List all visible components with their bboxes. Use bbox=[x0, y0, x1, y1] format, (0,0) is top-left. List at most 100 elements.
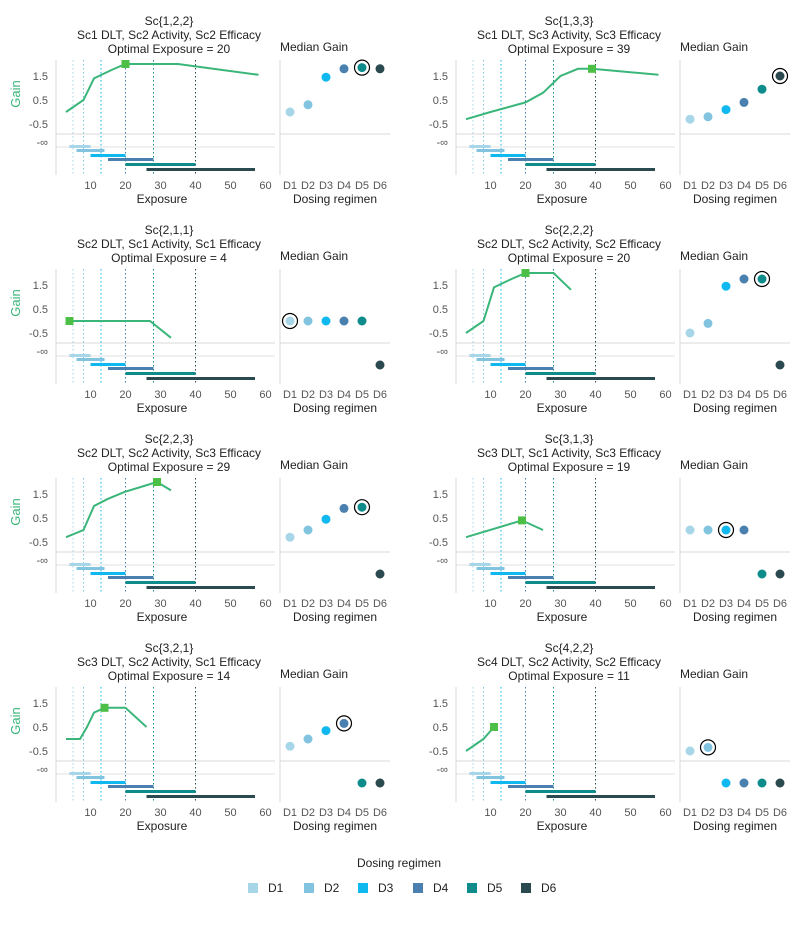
p5-x-tick-label: 50 bbox=[224, 598, 236, 610]
p5-median-dot-d4 bbox=[339, 503, 349, 513]
p7-neg-inf-label: -∞ bbox=[36, 764, 48, 776]
legend-label-d6: D6 bbox=[541, 881, 557, 895]
p2-regimen-tick-label: D6 bbox=[773, 180, 787, 192]
p4-median-dot-d1 bbox=[685, 328, 695, 338]
legend-swatch-d5 bbox=[467, 883, 477, 893]
p6-regimen-tick-label: D6 bbox=[773, 598, 787, 610]
p2-median-dot-d6 bbox=[775, 71, 785, 81]
p4-exposure-bar-d2 bbox=[476, 358, 505, 361]
p2-y-tick-label: -0.5 bbox=[429, 119, 448, 131]
p1-regimen-tick-label: D4 bbox=[337, 180, 351, 192]
p2-x-tick-label: 60 bbox=[659, 180, 671, 192]
p8-exposure-bar-d3 bbox=[490, 781, 526, 784]
p7-x-axis-title: Exposure bbox=[137, 819, 188, 833]
p5-regimen-tick-label: D1 bbox=[283, 598, 297, 610]
p2-median-dot-d5 bbox=[757, 84, 767, 94]
p4-neg-inf-label: -∞ bbox=[436, 346, 448, 358]
p2-median-dot-d1 bbox=[685, 114, 695, 124]
legend-swatch-d3 bbox=[358, 883, 368, 893]
p7-subtitle: Sc3 DLT, Sc2 Activity, Sc1 Efficacy bbox=[77, 655, 261, 669]
p8-median-dot-d4 bbox=[739, 778, 749, 788]
p5-gain-axis-title: Gain bbox=[8, 498, 23, 525]
p5-regimen-tick-label: D4 bbox=[337, 598, 351, 610]
p8-median-gain-title: Median Gain bbox=[680, 667, 748, 681]
p8-y-tick-label: -0.5 bbox=[429, 746, 448, 758]
p4-subtitle: Sc2 DLT, Sc2 Activity, Sc2 Efficacy bbox=[477, 237, 661, 251]
p4-median-dot-d3 bbox=[721, 281, 731, 291]
legend-swatch-d2 bbox=[304, 883, 314, 893]
p7-y-tick-label: 0.5 bbox=[33, 722, 48, 734]
p6-x-tick-label: 50 bbox=[624, 598, 636, 610]
p8-regimen-tick-label: D4 bbox=[737, 807, 751, 819]
p6-exposure-bar-d4 bbox=[508, 576, 554, 579]
p2-x-tick-label: 30 bbox=[554, 180, 566, 192]
p4-regimen-tick-label: D1 bbox=[683, 389, 697, 401]
p1-median-dot-d3 bbox=[321, 72, 331, 82]
p6-regimen-tick-label: D5 bbox=[755, 598, 769, 610]
p4-exposure-bar-d3 bbox=[490, 363, 526, 366]
p1-y-tick-label: 1.5 bbox=[33, 71, 48, 83]
p8-x-tick-label: 10 bbox=[484, 807, 496, 819]
p4-median-dot-d5 bbox=[757, 274, 767, 284]
p5-regimen-tick-label: D6 bbox=[373, 598, 387, 610]
p3-gain-axis-title: Gain bbox=[8, 289, 23, 316]
p6-optimal-regimen-circle bbox=[717, 521, 735, 539]
p3-median-dot-d4 bbox=[339, 316, 349, 326]
p1-gain-curve bbox=[65, 63, 259, 113]
p7-x-tick-label: 10 bbox=[84, 807, 96, 819]
p5-exposure-bar-d1 bbox=[69, 563, 91, 566]
p4-x-tick-label: 60 bbox=[659, 389, 671, 401]
p3-x-tick-label: 20 bbox=[119, 389, 131, 401]
p6-median-dot-d2 bbox=[703, 525, 713, 535]
p1-regimen-tick-label: D3 bbox=[319, 180, 333, 192]
p8-regimen-tick-label: D6 bbox=[773, 807, 787, 819]
p8-x-axis-title: Exposure bbox=[537, 819, 588, 833]
p1-exposure-bar-d4 bbox=[108, 158, 154, 161]
p4-exposure-bar-d4 bbox=[508, 367, 554, 370]
p6-title: Sc{3,1,3} bbox=[545, 432, 594, 446]
legend-swatch-d1 bbox=[248, 883, 258, 893]
p4-y-tick-label: 0.5 bbox=[433, 304, 448, 316]
p5-exposure-bar-d4 bbox=[108, 576, 154, 579]
p5-regimen-tick-label: D3 bbox=[319, 598, 333, 610]
p8-y-tick-label: 1.5 bbox=[433, 698, 448, 710]
p1-x-tick-label: 60 bbox=[259, 180, 271, 192]
p6-y-tick-label: 0.5 bbox=[433, 513, 448, 525]
legend-label-d4: D4 bbox=[433, 881, 449, 895]
legend-label-d2: D2 bbox=[324, 881, 340, 895]
legend-swatch-d4 bbox=[413, 883, 423, 893]
p6-exposure-bar-d1 bbox=[469, 563, 491, 566]
p4-optimal-regimen-circle bbox=[753, 270, 771, 288]
p2-optimal-label: Optimal Exposure = 39 bbox=[508, 42, 631, 56]
p7-exposure-bar-d4 bbox=[108, 785, 154, 788]
p8-exposure-bar-d1 bbox=[469, 772, 491, 775]
p8-neg-inf-label: -∞ bbox=[436, 764, 448, 776]
p7-exposure-bar-d6 bbox=[146, 795, 255, 798]
p3-x-axis-title: Exposure bbox=[137, 401, 188, 415]
p3-regimen-tick-label: D5 bbox=[355, 389, 369, 401]
legend-label-d5: D5 bbox=[487, 881, 503, 895]
p1-exposure-bar-d2 bbox=[76, 149, 105, 152]
p3-regimen-axis-title: Dosing regimen bbox=[293, 401, 377, 415]
p2-y-tick-label: 0.5 bbox=[433, 95, 448, 107]
p4-x-tick-label: 40 bbox=[589, 389, 601, 401]
p7-exposure-bar-d2 bbox=[76, 776, 105, 779]
p8-x-tick-label: 40 bbox=[589, 807, 601, 819]
p5-y-tick-label: 0.5 bbox=[33, 513, 48, 525]
p6-x-axis-title: Exposure bbox=[537, 610, 588, 624]
p2-median-dot-d3 bbox=[721, 105, 731, 115]
p1-title: Sc{1,2,2} bbox=[145, 14, 194, 28]
p1-gain-axis-title: Gain bbox=[8, 80, 23, 107]
p1-x-tick-label: 40 bbox=[189, 180, 201, 192]
p7-y-tick-label: 1.5 bbox=[33, 698, 48, 710]
p6-subtitle: Sc3 DLT, Sc1 Activity, Sc3 Efficacy bbox=[477, 446, 661, 460]
p6-gain-curve bbox=[465, 519, 544, 539]
p8-y-tick-label: 0.5 bbox=[433, 722, 448, 734]
p1-regimen-axis-title: Dosing regimen bbox=[293, 192, 377, 206]
p2-exposure-bar-d3 bbox=[490, 154, 526, 157]
p1-median-dot-d4 bbox=[339, 64, 349, 74]
p7-regimen-tick-label: D2 bbox=[301, 807, 315, 819]
p2-neg-inf-label: -∞ bbox=[436, 137, 448, 149]
p6-median-gain-title: Median Gain bbox=[680, 458, 748, 472]
